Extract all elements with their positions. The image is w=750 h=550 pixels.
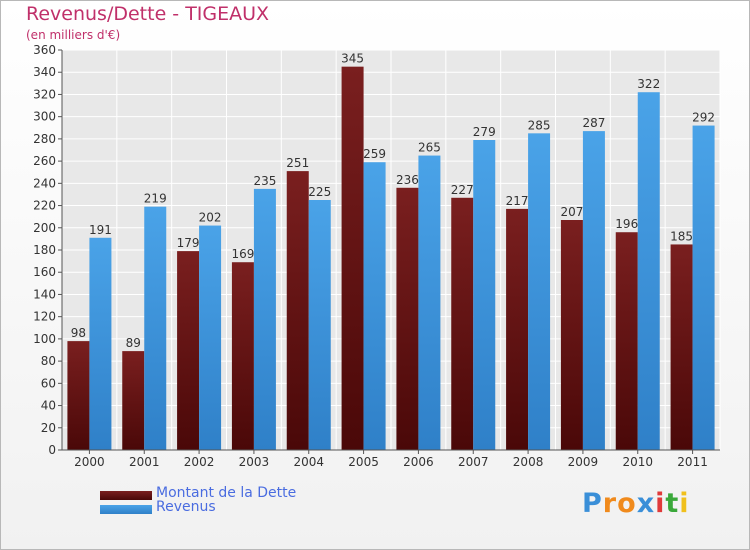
x-tick-label: 2005: [348, 455, 379, 469]
y-tick-label: 340: [33, 65, 56, 79]
bar-revenue: [253, 188, 276, 450]
proxiti-logo: Proxiti: [582, 488, 690, 519]
data-label-debt: 207: [560, 205, 583, 219]
chart-subtitle: (en milliers d'€): [26, 28, 121, 42]
legend-swatch-debt: [100, 491, 152, 500]
data-label-debt: 169: [231, 247, 254, 261]
bar-debt: [506, 208, 529, 450]
x-tick-label: 2000: [74, 455, 105, 469]
bar-revenue: [473, 140, 496, 450]
y-tick-label: 300: [33, 110, 56, 124]
y-tick-label: 180: [33, 243, 56, 257]
bar-debt: [341, 66, 364, 451]
bar-revenue: [308, 200, 331, 450]
data-label-debt: 217: [506, 194, 529, 208]
data-label-revenue: 219: [144, 192, 167, 206]
x-tick-label: 2004: [293, 455, 324, 469]
x-tick-label: 2002: [184, 455, 215, 469]
x-tick-label: 2010: [622, 455, 653, 469]
bar-debt: [670, 244, 693, 450]
bar-revenue: [418, 155, 441, 451]
legend-label-debt: Montant de la Dette: [156, 485, 297, 501]
data-label-debt: 196: [615, 217, 638, 231]
data-label-revenue: 265: [418, 141, 441, 155]
bar-revenue: [528, 133, 551, 451]
y-tick-label: 220: [33, 199, 56, 213]
logo-letter: i: [679, 488, 690, 519]
x-tick-label: 2009: [568, 455, 599, 469]
y-tick-label: 120: [33, 310, 56, 324]
bar-revenue: [363, 162, 386, 450]
bar-revenue: [637, 92, 660, 450]
bar-debt: [451, 197, 474, 450]
y-tick-label: 320: [33, 87, 56, 101]
logo-letter: i: [655, 488, 666, 519]
y-tick-label: 280: [33, 132, 56, 146]
y-tick-label: 360: [33, 43, 56, 57]
bar-debt: [122, 351, 145, 450]
x-tick-label: 2006: [403, 455, 434, 469]
logo-letter: r: [602, 488, 618, 519]
y-tick-label: 140: [33, 287, 56, 301]
data-label-revenue: 191: [89, 223, 112, 237]
data-label-revenue: 285: [528, 118, 551, 132]
data-label-debt: 251: [286, 156, 309, 170]
bar-debt: [67, 341, 90, 450]
x-tick-label: 2008: [513, 455, 544, 469]
bar-debt: [615, 232, 638, 450]
logo-letter: P: [582, 488, 603, 519]
bar-debt: [286, 171, 309, 450]
y-tick-label: 0: [48, 443, 56, 457]
bar-revenue: [144, 206, 167, 450]
data-label-debt: 236: [396, 173, 419, 187]
y-tick-label: 80: [41, 354, 56, 368]
x-tick-label: 2001: [129, 455, 160, 469]
data-label-debt: 345: [341, 52, 364, 66]
data-label-revenue: 225: [308, 185, 331, 199]
bar-debt: [177, 251, 200, 450]
bar-revenue: [692, 125, 715, 451]
x-tick-label: 2007: [458, 455, 489, 469]
data-label-debt: 185: [670, 229, 693, 243]
data-label-revenue: 235: [253, 174, 276, 188]
data-label-debt: 227: [451, 183, 474, 197]
y-tick-label: 200: [33, 221, 56, 235]
logo-letter: o: [617, 488, 637, 519]
x-tick-label: 2003: [239, 455, 270, 469]
x-tick-label: 2011: [677, 455, 708, 469]
y-tick-label: 40: [41, 399, 56, 413]
data-label-revenue: 202: [199, 211, 222, 225]
chart-title: Revenus/Dette - TIGEAUX: [26, 3, 270, 25]
data-label-debt: 179: [177, 236, 200, 250]
y-tick-label: 60: [41, 376, 56, 390]
legend-label-revenue: Revenus: [156, 499, 216, 515]
legend-swatch-revenue: [100, 505, 152, 514]
bar-debt: [231, 262, 254, 450]
logo-letter: t: [665, 488, 680, 519]
bar-debt: [560, 220, 583, 450]
data-label-revenue: 292: [692, 111, 715, 125]
y-tick-label: 260: [33, 154, 56, 168]
data-label-debt: 98: [71, 326, 86, 340]
bar-revenue: [199, 225, 222, 450]
data-label-revenue: 322: [637, 77, 660, 91]
bar-revenue: [582, 131, 605, 450]
y-tick-label: 20: [41, 421, 56, 435]
y-tick-label: 160: [33, 265, 56, 279]
y-tick-label: 240: [33, 176, 56, 190]
y-tick-label: 100: [33, 332, 56, 346]
data-label-debt: 89: [126, 336, 141, 350]
data-label-revenue: 259: [363, 147, 386, 161]
data-label-revenue: 287: [582, 116, 605, 130]
data-label-revenue: 279: [473, 125, 496, 139]
bar-debt: [396, 187, 419, 450]
logo-letter: x: [636, 488, 656, 519]
bar-revenue: [89, 237, 112, 450]
